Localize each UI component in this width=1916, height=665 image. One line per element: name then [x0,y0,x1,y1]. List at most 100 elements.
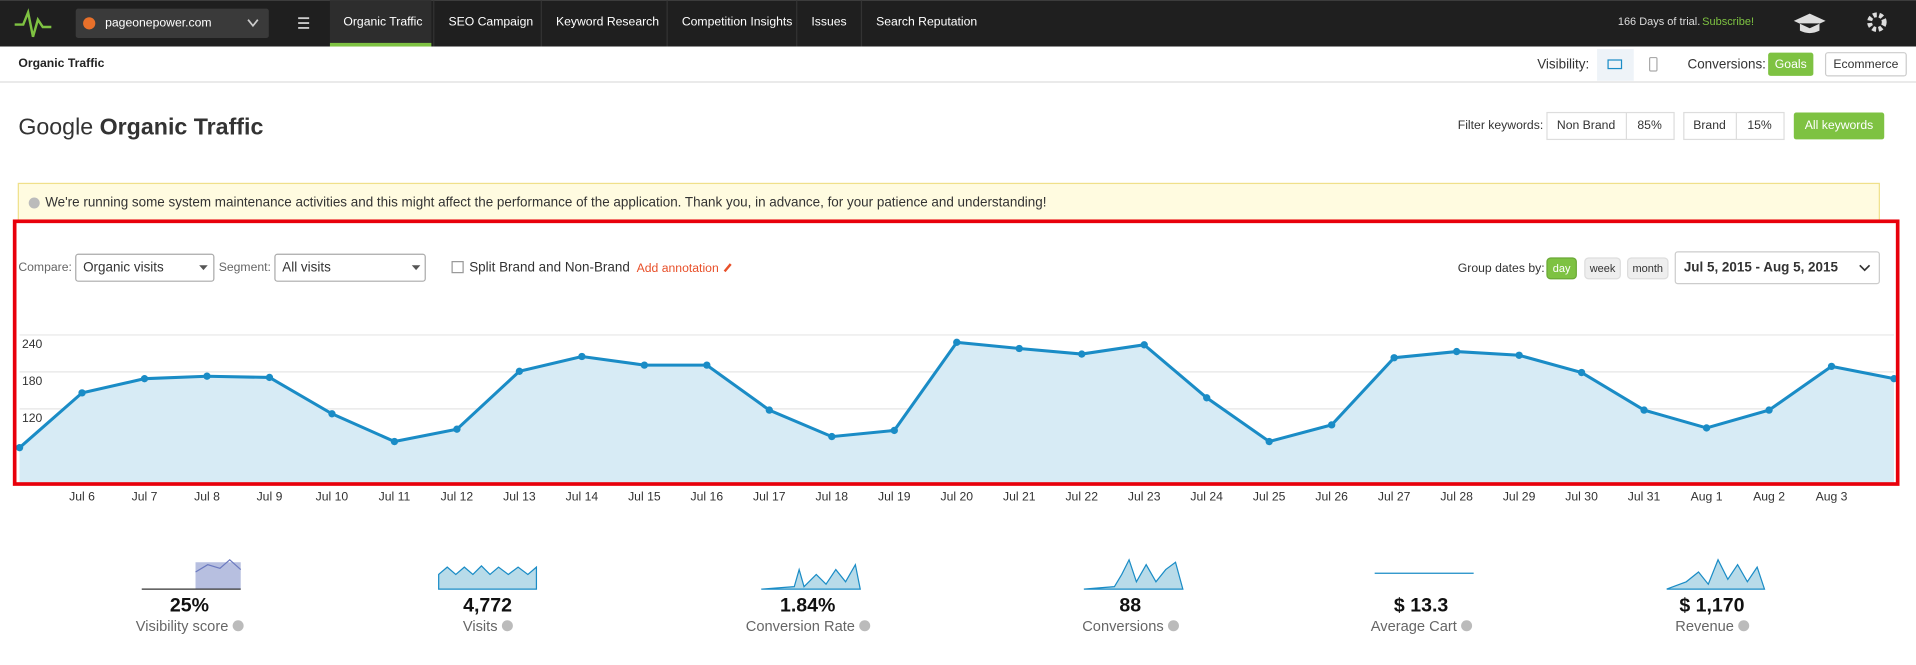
group-button[interactable] [1627,257,1669,280]
date-caret [1859,264,1871,272]
ecommerce-text: Ecommerce [1833,57,1898,71]
active-tab-underline [329,42,432,47]
x-tick-label: Jul 20 [940,490,973,504]
logo[interactable] [14,8,52,38]
y-tick-label: 180 [22,374,43,388]
data-point[interactable] [203,372,211,380]
sparklines [141,558,1766,590]
nav-tab[interactable]: SEO Campaign [448,14,533,28]
data-point[interactable] [265,373,274,382]
non-brand-button[interactable] [1546,111,1675,141]
metric-label: Conversions [1082,619,1163,635]
site-name: pageonepower.com [105,16,212,30]
x-tick-label: Jul 17 [753,490,786,504]
ecommerce-button[interactable] [1824,52,1907,77]
brand-button[interactable] [1683,111,1785,141]
data-point[interactable] [140,375,149,383]
sparkline [438,565,538,590]
breadcrumb: Organic Traffic [18,56,104,70]
data-point[interactable] [1452,347,1461,356]
menu-icon[interactable] [298,17,310,29]
data-point[interactable] [828,432,836,441]
data-point[interactable] [390,437,399,446]
x-tick-label: Jul 9 [257,490,283,504]
segment-select[interactable] [274,253,426,282]
nav-tab[interactable]: Competition Insights [682,14,793,28]
site-select[interactable] [75,8,269,39]
date-range-picker[interactable] [1674,251,1880,285]
x-tick-label: Jul 11 [379,490,411,504]
info-icon[interactable] [232,620,244,632]
metric-label: Conversion Rate [746,619,855,635]
nav-tab[interactable]: Organic Traffic [343,14,422,28]
info-icon[interactable] [859,620,871,632]
goals-button[interactable] [1768,52,1814,76]
brand-text: Brand [1693,118,1726,132]
highlight-box [12,219,1900,486]
heading-prefix-text: Google [18,114,93,140]
data-point[interactable] [890,426,898,435]
sparkline [195,558,242,573]
data-point[interactable] [640,361,649,369]
data-point[interactable] [765,406,773,414]
x-tick-label: Jul 26 [1315,490,1348,504]
data-point[interactable] [578,352,586,361]
all-keywords-text: All keywords [1805,118,1874,132]
nav-tab[interactable]: Search Reputation [876,14,977,28]
data-point[interactable] [15,444,24,452]
mobile-toggle[interactable] [1649,56,1658,72]
data-point[interactable] [1702,424,1711,432]
all-keywords-button[interactable] [1793,112,1885,140]
info-icon[interactable] [501,620,513,632]
x-tick-label: Jul 23 [1128,490,1161,504]
x-tick-label: Aug 1 [1691,490,1723,504]
nav-tab[interactable]: Keyword Research [556,14,659,28]
group-text: week [1589,263,1616,275]
data-point[interactable] [1328,421,1336,429]
split-checkbox[interactable] [451,261,464,274]
group-button[interactable] [1584,257,1621,280]
visibility-label: Visibility: [1537,56,1589,71]
date-range: Jul 5, 2015 - Aug 5, 2015 [1684,259,1839,274]
sparkline [141,562,241,590]
data-point[interactable] [1140,341,1148,349]
group-button[interactable] [1546,257,1577,280]
data-point[interactable] [1015,344,1023,353]
settings-icon[interactable] [1867,12,1887,32]
data-point[interactable] [328,410,336,418]
data-point[interactable] [703,361,711,369]
select-caret [199,265,208,271]
sparkline [1666,558,1766,590]
heading-bold: Organic Traffic [100,114,264,140]
metric-value: $ 13.3 [1394,594,1448,616]
nav-tab[interactable]: Issues [811,14,846,28]
goals-text: Goals [1775,57,1807,71]
data-point[interactable] [1265,437,1273,446]
desktop-icon [1607,59,1623,70]
info-icon[interactable] [1738,620,1750,632]
desktop-toggle[interactable] [1597,49,1634,81]
dropdown-caret [247,19,259,28]
data-point[interactable] [1640,406,1648,414]
data-point[interactable] [1078,350,1086,358]
data-point[interactable] [1827,362,1836,371]
compare-select[interactable] [75,253,215,282]
add-annotation[interactable]: Add annotation [637,261,719,275]
x-tick-label: Jul 22 [1065,490,1098,504]
data-point[interactable] [1390,354,1398,362]
x-tick-label: Jul 21 [1003,490,1036,504]
data-point[interactable] [1203,394,1211,402]
info-icon[interactable] [1461,620,1473,632]
subscribe-link[interactable]: Subscribe! [1702,16,1754,28]
info-icon[interactable] [1167,620,1179,632]
data-point[interactable] [453,425,461,433]
data-point[interactable] [78,389,86,397]
data-point[interactable] [515,367,524,375]
data-point[interactable] [1577,368,1586,377]
data-point[interactable] [953,338,961,347]
data-point[interactable] [1515,351,1523,359]
metric-label: Revenue [1675,619,1734,635]
data-point[interactable] [1765,406,1773,414]
